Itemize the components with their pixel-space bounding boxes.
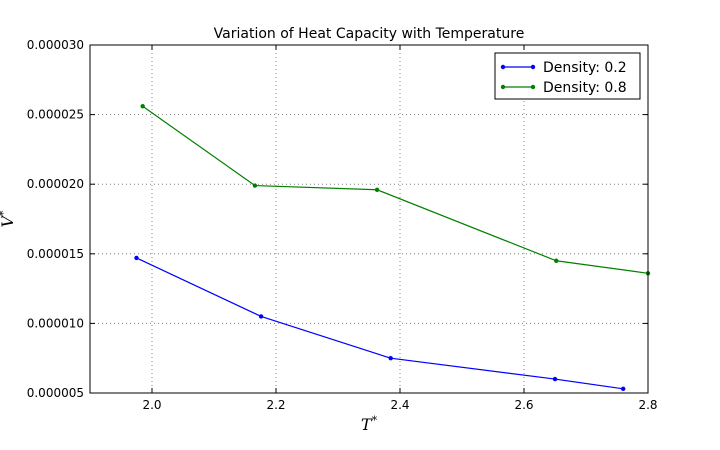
legend-box bbox=[494, 52, 641, 100]
y-tick-label: 0.000030 bbox=[27, 38, 84, 52]
x-tick-label: 2.0 bbox=[142, 398, 161, 412]
chart-title: Variation of Heat Capacity with Temperat… bbox=[214, 26, 525, 42]
y-tick-label: 0.000025 bbox=[27, 108, 84, 122]
legend-label: Density: 0.8 bbox=[543, 80, 627, 96]
data-point bbox=[388, 356, 393, 361]
ticks-layer: 2.0 2.2 2.4 2.6 2.8 0.000005 0.000010 0.000015 0… bbox=[27, 38, 658, 412]
x-tick-label: 2.8 bbox=[638, 398, 657, 412]
data-point bbox=[554, 258, 559, 263]
x-tick-label: 2.6 bbox=[514, 398, 533, 412]
legend: Density: 0.2 Density: 0.8 bbox=[494, 52, 641, 100]
data-point bbox=[140, 104, 145, 109]
y-tick-label: 0.000015 bbox=[27, 247, 84, 261]
legend-label: Density: 0.2 bbox=[543, 60, 627, 76]
data-point bbox=[134, 255, 139, 261]
legend-marker bbox=[500, 84, 506, 90]
series-layer bbox=[134, 104, 651, 392]
data-point bbox=[552, 376, 558, 382]
y-axis-label: V* bbox=[0, 210, 17, 228]
series-line bbox=[142, 105, 649, 274]
data-point bbox=[252, 183, 258, 188]
y-tick-label: 0.000005 bbox=[27, 386, 84, 400]
data-point bbox=[374, 187, 380, 192]
data-point bbox=[258, 314, 264, 319]
plot-frame bbox=[89, 44, 649, 394]
legend-marker bbox=[500, 64, 506, 70]
legend-marker bbox=[530, 64, 536, 70]
y-tick-label: 0.000010 bbox=[27, 316, 84, 330]
data-point bbox=[621, 386, 626, 392]
y-tick-label: 0.000020 bbox=[27, 177, 84, 191]
legend-marker bbox=[530, 84, 536, 90]
x-tick-label: 2.4 bbox=[390, 398, 409, 412]
x-tick-label: 2.2 bbox=[266, 398, 285, 412]
x-axis-label: T* bbox=[361, 414, 378, 434]
